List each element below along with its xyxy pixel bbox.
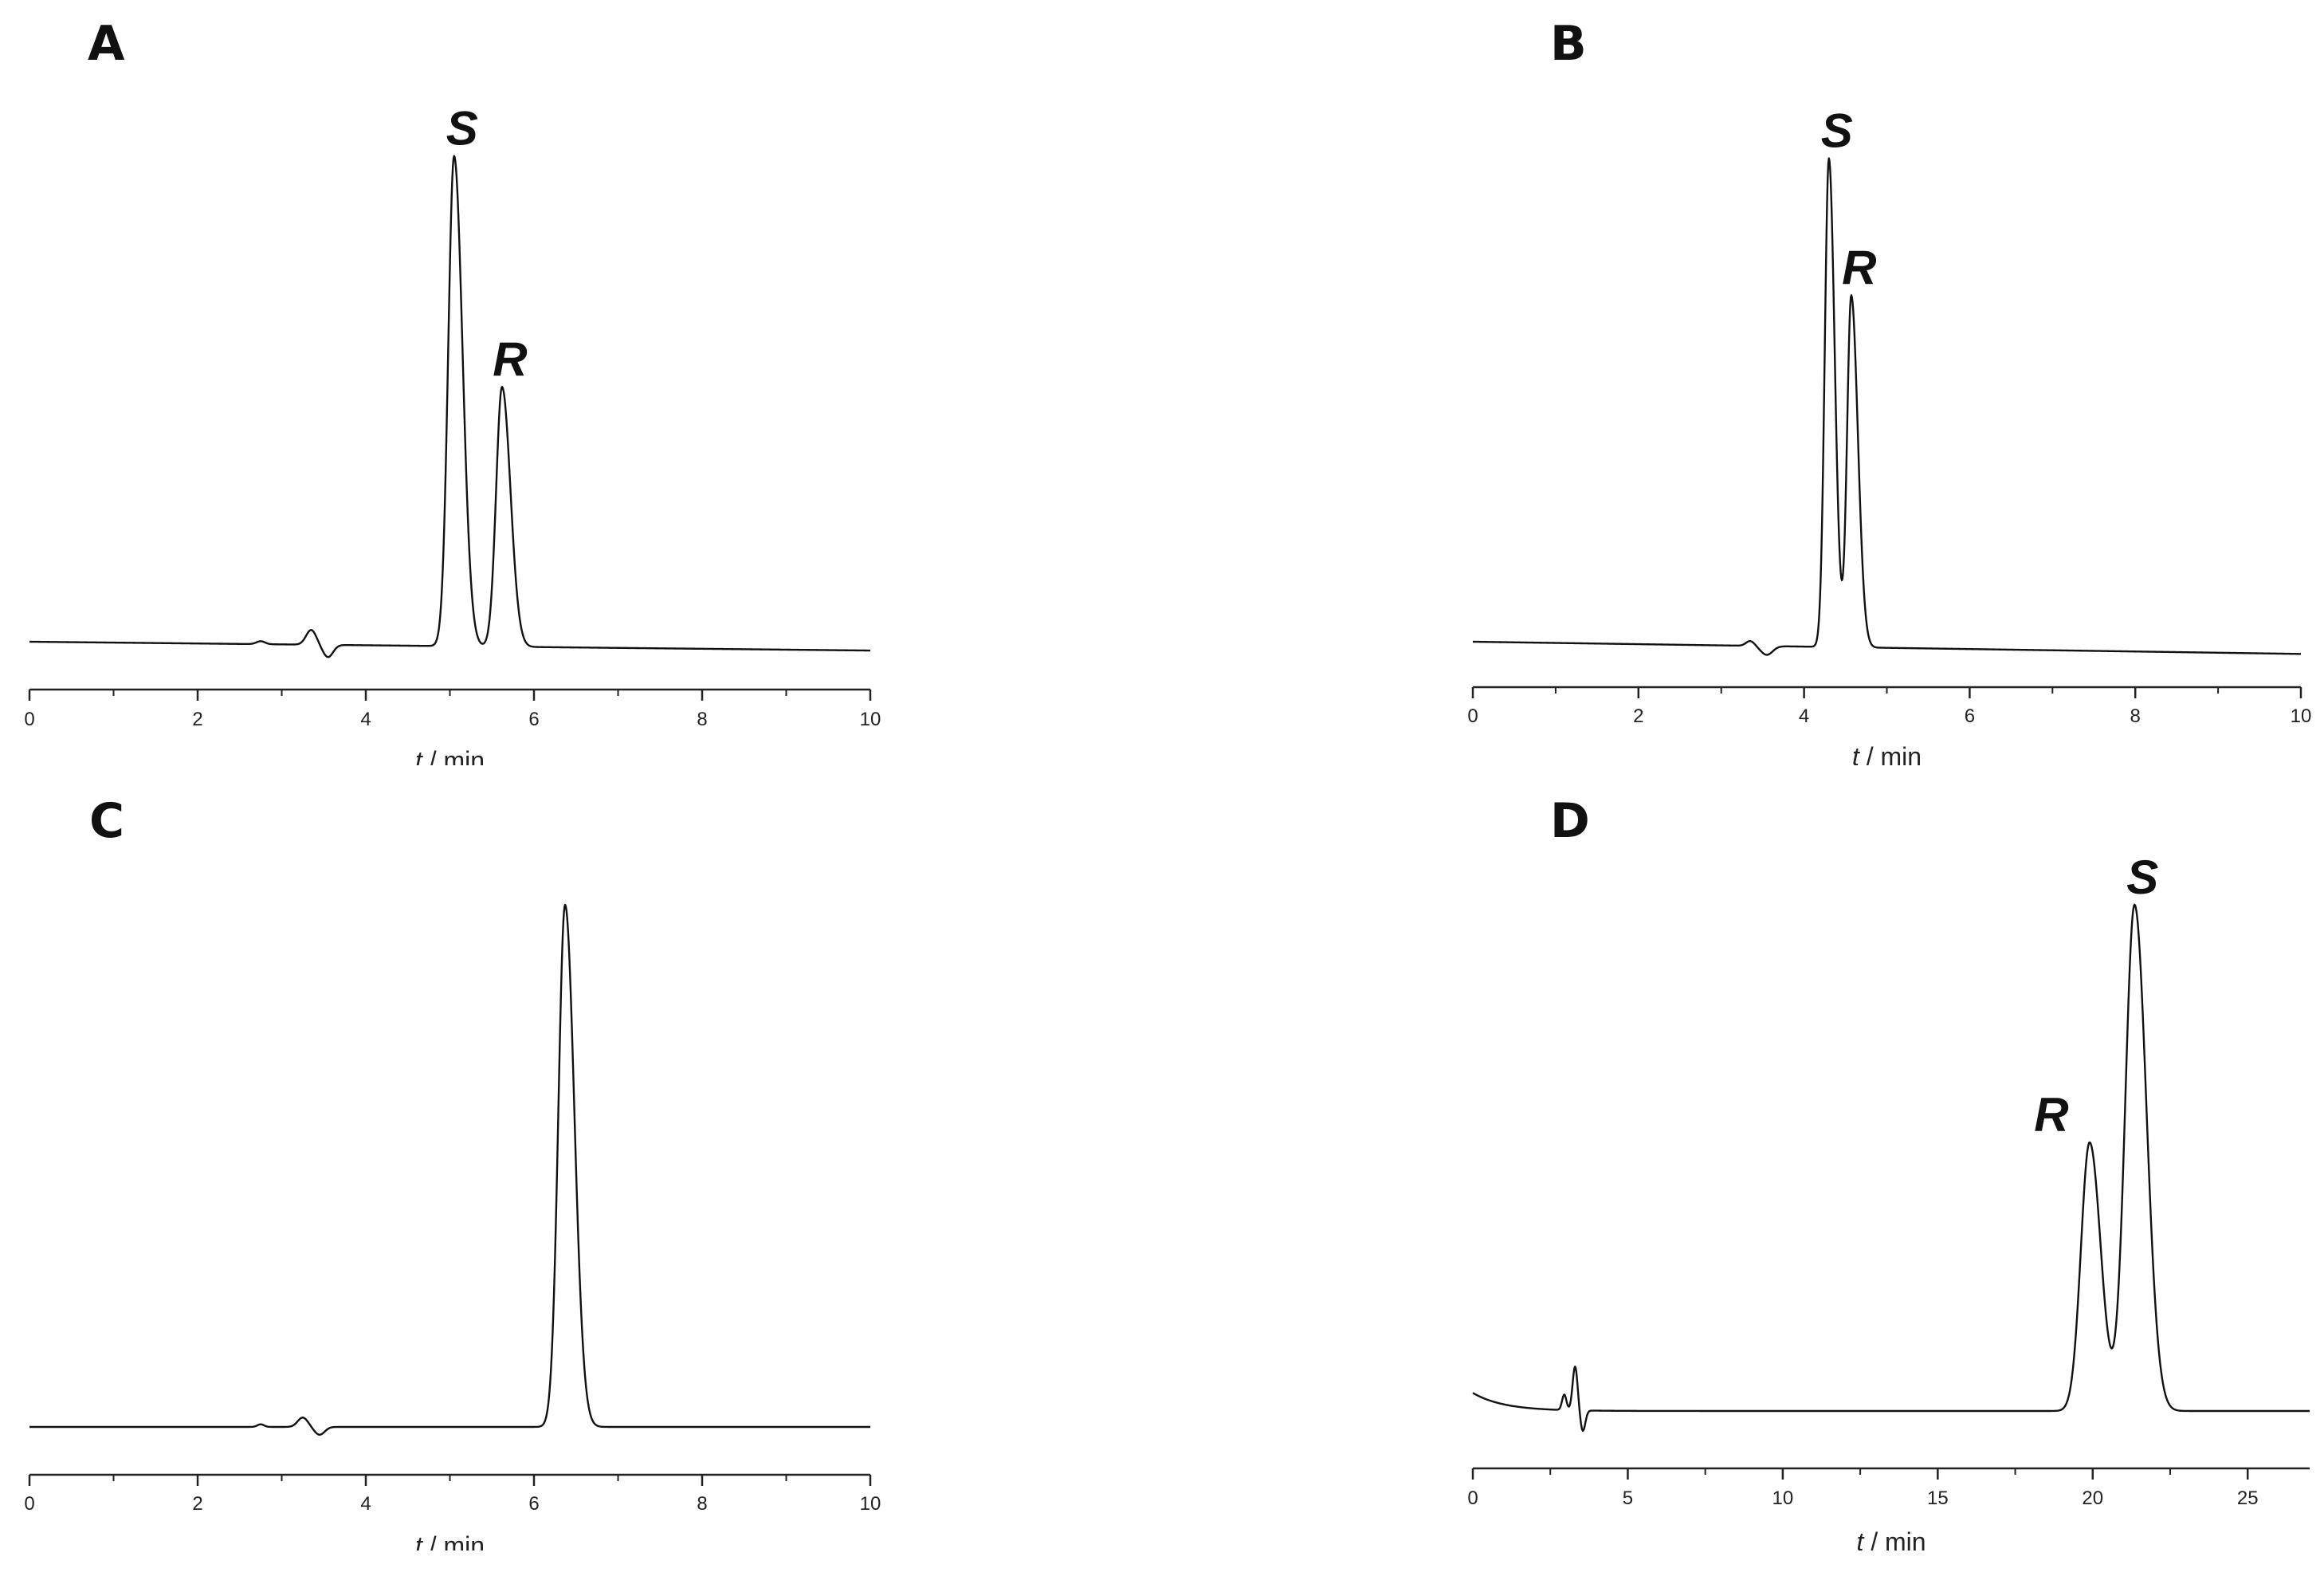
panel-a: A 0 2 4 6 8 10 t / min S R <box>16 0 1020 765</box>
panel-label: A <box>88 16 125 72</box>
peak-label-s: S <box>446 102 478 155</box>
panel-c: C 0 2 4 6 8 10 t / min <box>16 785 1020 1550</box>
x-tick-label: 4 <box>360 709 371 730</box>
peak-label-s: S <box>1821 104 1853 158</box>
x-tick-label: 4 <box>360 1493 371 1515</box>
x-tick-label: 4 <box>1799 705 1809 727</box>
panel-b: B 0 2 4 6 8 10 t / min S R <box>1458 0 2324 765</box>
peak-label-r: R <box>1842 241 1876 294</box>
chromatogram-trace <box>1472 157 2302 656</box>
panel-label: D <box>1550 793 1590 849</box>
x-tick-label: 10 <box>1772 1488 1794 1509</box>
x-tick-label: 15 <box>1927 1488 1949 1509</box>
chromatogram-a: 0 2 4 6 8 10 t / min S R <box>24 102 881 765</box>
x-tick-label: 5 <box>1623 1488 1633 1509</box>
x-tick-label: 2 <box>192 1493 202 1515</box>
x-tick-label: 0 <box>1467 705 1478 727</box>
x-tick-label: 6 <box>528 709 539 730</box>
panel-d: D 0 5 10 15 20 25 t / min R S <box>1458 785 2324 1550</box>
chromatogram-c: 0 2 4 6 8 10 t / min <box>24 903 881 1550</box>
chromatogram-b: 0 2 4 6 8 10 t / min S R <box>1467 104 2312 765</box>
x-tick-label: 8 <box>697 709 707 730</box>
x-tick-label: 25 <box>2237 1488 2259 1509</box>
x-tick-label: 0 <box>24 709 34 730</box>
chromatogram-d: 0 5 10 15 20 25 t / min R S <box>1467 851 2310 1550</box>
panel-label: C <box>89 793 125 849</box>
x-tick-label: 6 <box>1965 705 1975 727</box>
x-tick-label: 8 <box>697 1493 707 1515</box>
panel-label: B <box>1550 16 1587 72</box>
chromatogram-trace <box>1472 903 2310 1433</box>
x-tick-label: 2 <box>192 709 202 730</box>
x-axis-title: t / min <box>1852 742 1922 765</box>
x-tick-label: 2 <box>1633 705 1643 727</box>
x-tick-label: 10 <box>860 709 881 730</box>
peak-label-r: R <box>493 332 527 386</box>
x-tick-label: 20 <box>2082 1488 2103 1509</box>
x-tick-label: 10 <box>860 1493 881 1515</box>
x-tick-label: 0 <box>24 1493 34 1515</box>
x-tick-label: 6 <box>528 1493 539 1515</box>
chromatogram-trace <box>29 903 871 1436</box>
x-axis-title: t / min <box>1856 1527 1926 1550</box>
x-tick-label: 10 <box>2291 705 2312 727</box>
x-tick-label: 0 <box>1467 1488 1478 1509</box>
peak-label-r: R <box>2034 1088 2068 1142</box>
x-axis-title: t / min <box>415 1531 485 1550</box>
peak-label-s: S <box>2126 851 2158 904</box>
x-axis-title: t / min <box>415 746 485 765</box>
chromatogram-trace <box>29 155 871 658</box>
x-tick-label: 8 <box>2130 705 2141 727</box>
